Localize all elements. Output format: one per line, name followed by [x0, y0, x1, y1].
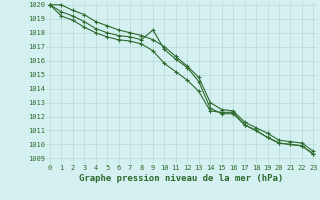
X-axis label: Graphe pression niveau de la mer (hPa): Graphe pression niveau de la mer (hPa) — [79, 174, 284, 183]
